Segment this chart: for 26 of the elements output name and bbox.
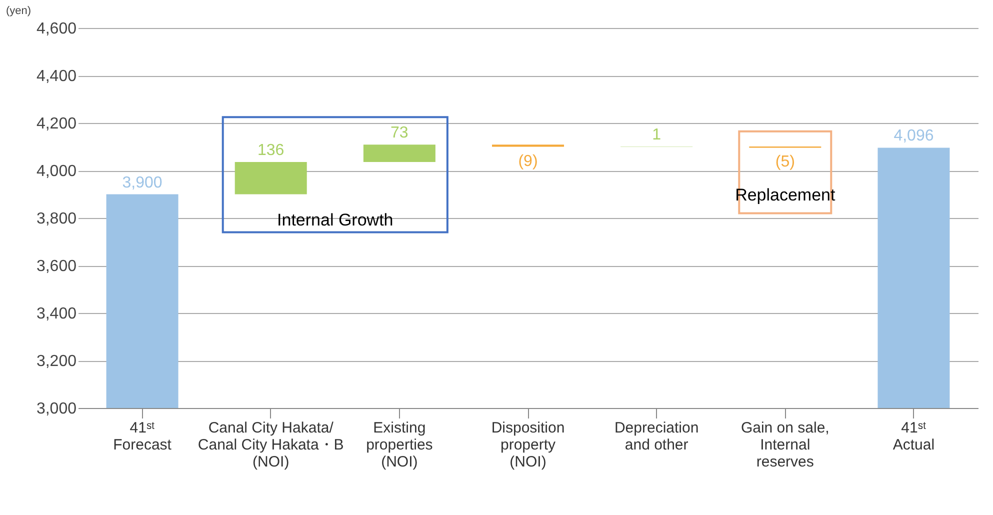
data-label: (5) <box>775 154 795 171</box>
data-label: 1 <box>652 126 662 144</box>
y-tick-label: 3,200 <box>36 353 77 370</box>
data-label: 136 <box>258 142 284 159</box>
y-tick-label: 4,000 <box>36 163 77 180</box>
annotation: Replacement <box>735 185 836 204</box>
y-tick-label: 3,600 <box>36 258 77 275</box>
x-tick-label: Canal City Hakata/ Canal City Hakata・B (NOI) <box>198 420 344 470</box>
x-tick-label: 41ˢᵗ Forecast <box>113 420 172 454</box>
data-label: 4,096 <box>894 128 934 145</box>
y-tick-label: 3,800 <box>36 210 77 228</box>
annotation: Internal Growth <box>277 210 394 230</box>
x-tick-label: 41ˢᵗ Actual <box>892 420 935 454</box>
y-tick-label: 4,200 <box>36 116 77 132</box>
data-label: 73 <box>390 124 408 142</box>
x-tick-label: Existing properties (NOI) <box>366 420 433 470</box>
y-tick-label: 4,400 <box>36 68 77 85</box>
data-label: (9) <box>518 152 538 170</box>
data-label: 3,900 <box>122 174 162 192</box>
y-tick-label: 4,600 <box>36 20 77 38</box>
x-tick-label: Disposition property (NOI) <box>491 420 565 470</box>
y-tick-label: 3,000 <box>36 400 77 418</box>
x-tick-label: Gain on sale, Internal reserves <box>740 420 830 470</box>
x-tick-label: Depreciation and other <box>614 420 699 454</box>
y-axis-title: (yen) <box>6 5 32 17</box>
y-tick-label: 3,400 <box>36 306 77 322</box>
